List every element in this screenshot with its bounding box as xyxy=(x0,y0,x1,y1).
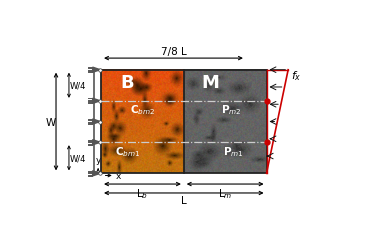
Text: W/4: W/4 xyxy=(69,81,86,90)
Text: y: y xyxy=(95,155,101,164)
Text: P$_{m1}$: P$_{m1}$ xyxy=(223,144,244,158)
Polygon shape xyxy=(93,99,100,104)
Text: L: L xyxy=(181,195,187,205)
Text: $f_x$: $f_x$ xyxy=(291,69,301,82)
Text: M: M xyxy=(201,74,219,92)
Text: W: W xyxy=(45,117,56,127)
Text: P$_{m2}$: P$_{m2}$ xyxy=(222,103,242,117)
Text: 7/8 L: 7/8 L xyxy=(161,47,186,57)
Text: L$_m$: L$_m$ xyxy=(218,186,232,200)
Text: C$_{bm2}$: C$_{bm2}$ xyxy=(130,103,155,117)
Text: L$_b$: L$_b$ xyxy=(137,186,149,200)
Text: x: x xyxy=(116,171,121,180)
Text: W/4: W/4 xyxy=(69,154,86,163)
Text: B: B xyxy=(121,74,134,92)
Polygon shape xyxy=(93,68,100,73)
Bar xyxy=(101,70,267,173)
Polygon shape xyxy=(93,119,100,125)
Polygon shape xyxy=(93,171,100,176)
Text: C$_{bm1}$: C$_{bm1}$ xyxy=(115,144,140,158)
Polygon shape xyxy=(93,140,100,145)
